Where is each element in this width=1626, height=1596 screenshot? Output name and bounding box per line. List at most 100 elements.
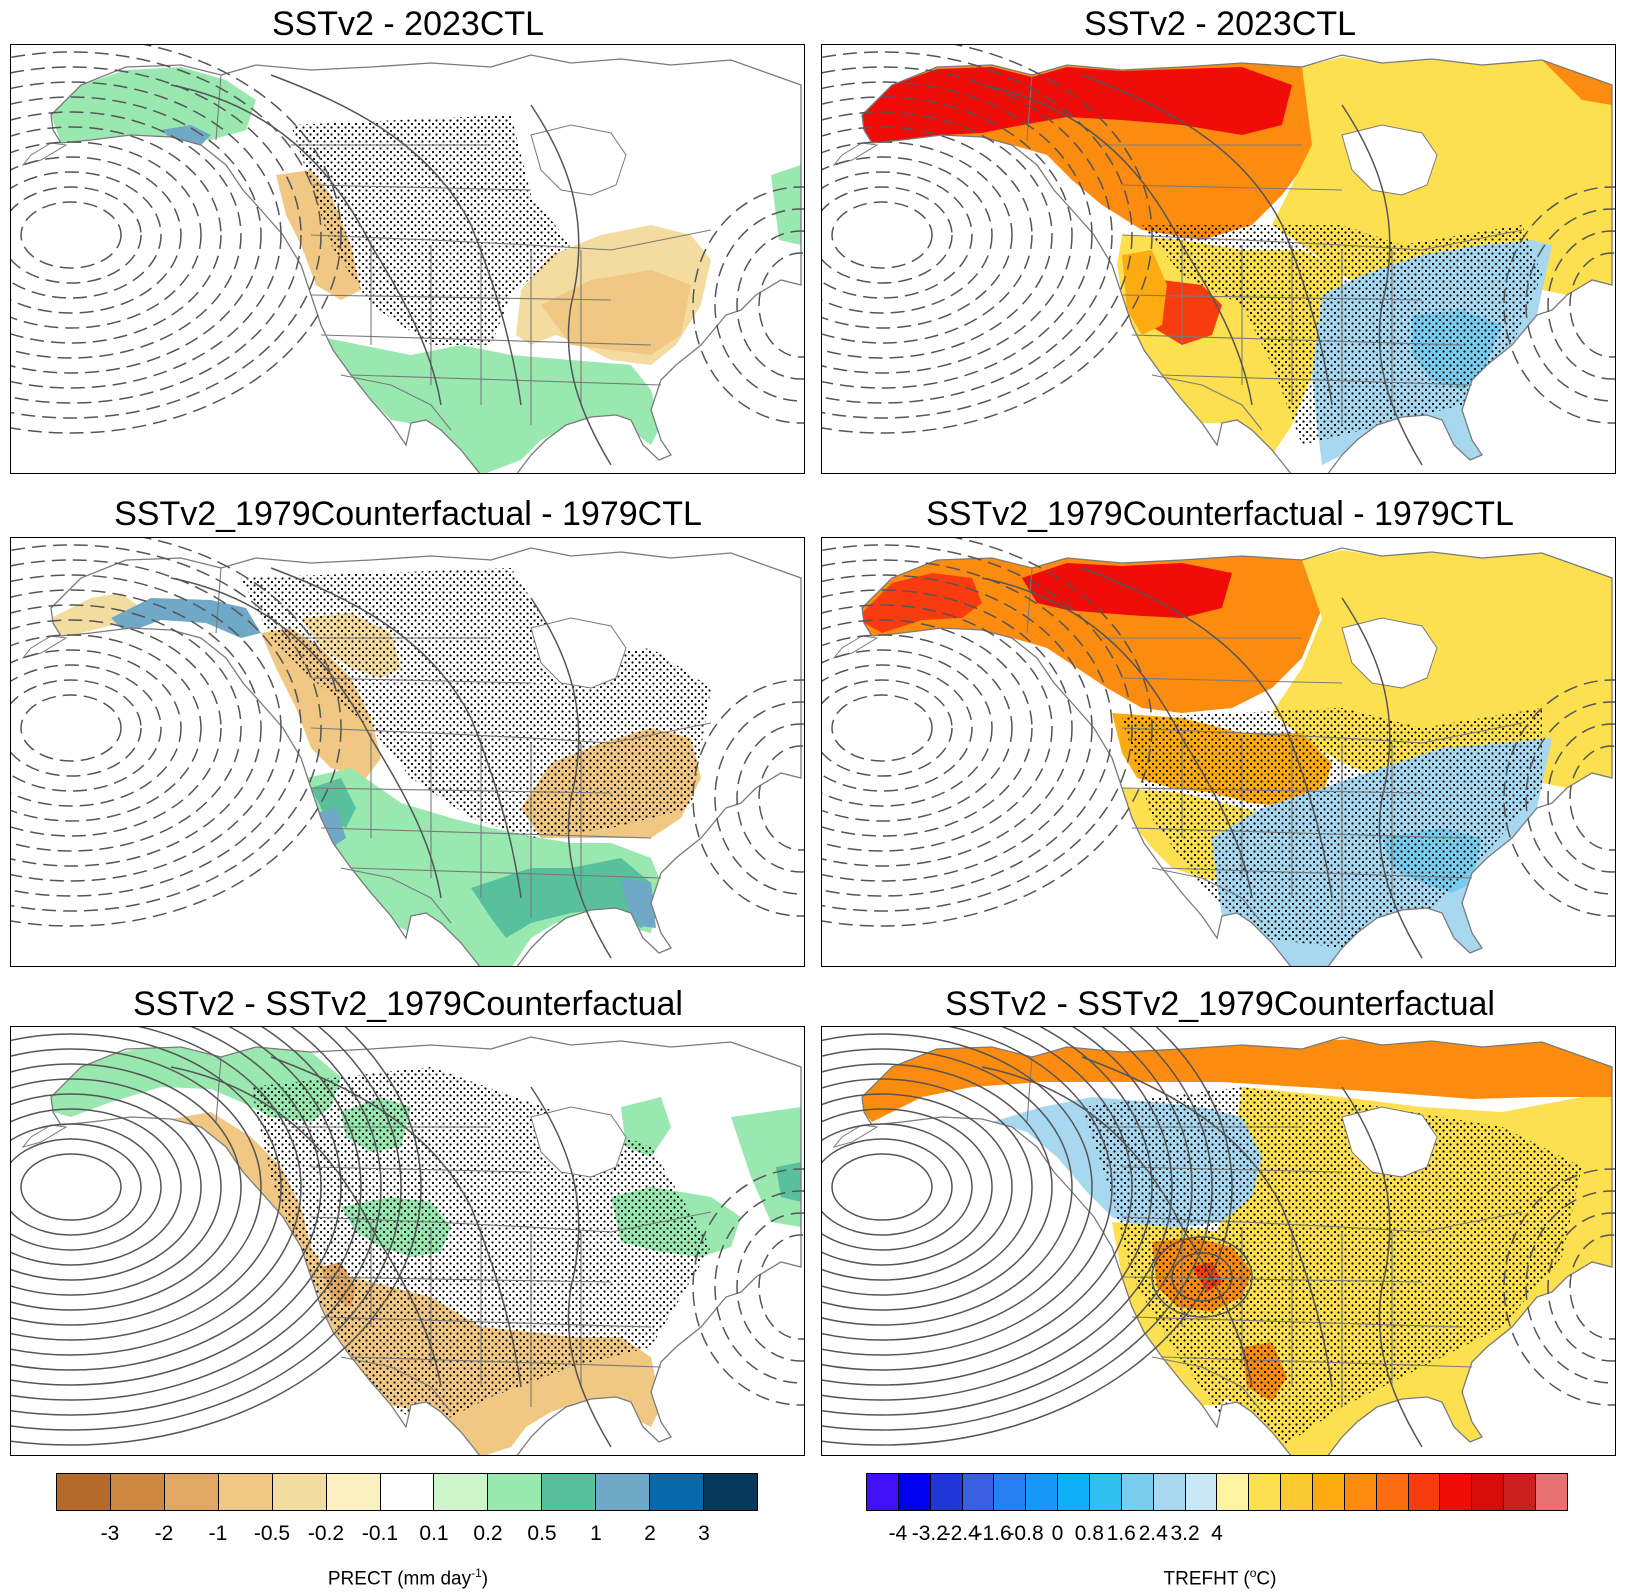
contour-line xyxy=(20,694,122,762)
contour-line xyxy=(11,538,342,927)
state-border xyxy=(350,1356,662,1368)
alaska-canada-border xyxy=(1026,74,1033,141)
height-contours xyxy=(822,1027,1615,1448)
precip-colorbar-swatch xyxy=(272,1474,327,1510)
contour-line xyxy=(1151,1236,1253,1318)
us-mexico-border xyxy=(1151,867,1263,924)
map-svg xyxy=(11,45,804,473)
hudson-bay xyxy=(530,124,627,196)
map-svg xyxy=(11,1027,804,1455)
contour-line xyxy=(11,604,242,852)
state-border xyxy=(1121,294,1423,301)
contour-line xyxy=(822,1108,993,1266)
contour-line xyxy=(822,66,1113,404)
significance-stippling xyxy=(1082,1087,1582,1447)
temp-colorbar-swatch xyxy=(1249,1474,1282,1510)
precip-colorbar-tick-label: 0.5 xyxy=(527,1522,557,1545)
hudson-bay xyxy=(1341,124,1438,196)
contour-line xyxy=(11,1027,362,1401)
anomaly-region xyxy=(311,778,356,828)
state-border xyxy=(350,374,662,386)
contour-line xyxy=(822,1078,1033,1296)
us-mexico-border xyxy=(340,374,452,431)
contour-line xyxy=(822,538,1153,927)
state-border xyxy=(310,787,612,794)
contour-line xyxy=(11,1033,282,1341)
contour-line xyxy=(11,1138,142,1236)
contour-line xyxy=(1547,723,1615,873)
hudson-bay xyxy=(1341,1106,1438,1178)
contour-line xyxy=(822,619,1033,837)
map-svg xyxy=(822,538,1615,966)
contour-line xyxy=(270,74,522,406)
contour-line xyxy=(822,604,1053,852)
temp-colorbar-tick-label: 0 xyxy=(1051,1522,1064,1545)
contour-line xyxy=(11,1108,182,1266)
contour-line xyxy=(1503,186,1615,424)
contour-line xyxy=(1081,567,1333,899)
contour-line xyxy=(1171,1252,1233,1302)
contour-line xyxy=(530,597,612,959)
contour-line xyxy=(822,156,993,314)
contour-line xyxy=(270,1056,522,1388)
contour-line xyxy=(822,1027,1173,1401)
contour-line xyxy=(1341,1086,1423,1448)
contour-line xyxy=(822,1027,1233,1446)
panel-title-temp-1979: SSTv2_1979Counterfactual - 1979CTL xyxy=(926,495,1514,533)
political-borders xyxy=(1026,567,1523,924)
precip-colorbar xyxy=(56,1473,758,1511)
state-border xyxy=(1131,334,1463,346)
contour-line xyxy=(822,45,1153,434)
contour-line xyxy=(758,745,804,851)
contour-line xyxy=(170,1066,442,1388)
contour-line xyxy=(822,1027,1193,1416)
state-border xyxy=(1131,1316,1463,1328)
contour-line xyxy=(822,1027,1133,1371)
contour-line xyxy=(11,1078,222,1296)
contour-line xyxy=(11,141,202,329)
temp-colorbar-swatch xyxy=(1344,1474,1377,1510)
panel-title-precip-1979: SSTv2_1979Counterfactual - 1979CTL xyxy=(114,495,702,533)
precip-colorbar-swatch xyxy=(596,1474,651,1510)
coastline xyxy=(50,547,802,966)
anomaly-region xyxy=(771,165,801,245)
contour-line xyxy=(981,1066,1253,1388)
contour-line xyxy=(11,1027,322,1371)
anomaly-region xyxy=(862,573,982,633)
contour-line xyxy=(822,96,1073,374)
map-panel-precip-2023 xyxy=(10,44,805,474)
state-border xyxy=(1161,374,1473,386)
temp-colorbar-swatch xyxy=(1376,1474,1409,1510)
temp-colorbar-swatch xyxy=(962,1474,995,1510)
contour-line xyxy=(831,1153,933,1221)
contour-line xyxy=(758,252,804,358)
map-svg xyxy=(822,1027,1615,1455)
precip-colorbar-tick-label: -2 xyxy=(154,1522,174,1545)
anomaly-region xyxy=(1122,250,1167,335)
us-mexico-border xyxy=(1151,1356,1263,1413)
significance-stippling xyxy=(241,568,711,838)
alaska-canada-border xyxy=(1026,1056,1033,1123)
contour-line xyxy=(831,694,933,762)
hudson-bay xyxy=(1341,617,1438,689)
contour-line xyxy=(20,201,122,269)
temp-colorbar xyxy=(866,1473,1568,1511)
state-border xyxy=(310,1276,612,1283)
contour-line xyxy=(11,1027,342,1386)
contour-line xyxy=(1525,1190,1615,1384)
political-borders xyxy=(215,567,712,924)
contour-line xyxy=(822,171,973,299)
contour-line xyxy=(11,649,182,807)
coastline xyxy=(861,1036,1613,1455)
contour-line xyxy=(11,111,242,359)
height-contours xyxy=(822,45,1615,466)
anomaly-region xyxy=(51,593,141,636)
contour-line xyxy=(1547,1212,1615,1362)
temp-colorbar-swatch xyxy=(930,1474,963,1510)
contour-line xyxy=(822,1123,973,1251)
us-canada-border xyxy=(310,1211,712,1233)
political-borders xyxy=(215,1056,712,1413)
contour-line xyxy=(822,126,1033,344)
contour-line xyxy=(11,1027,402,1431)
contour-line xyxy=(11,544,322,912)
